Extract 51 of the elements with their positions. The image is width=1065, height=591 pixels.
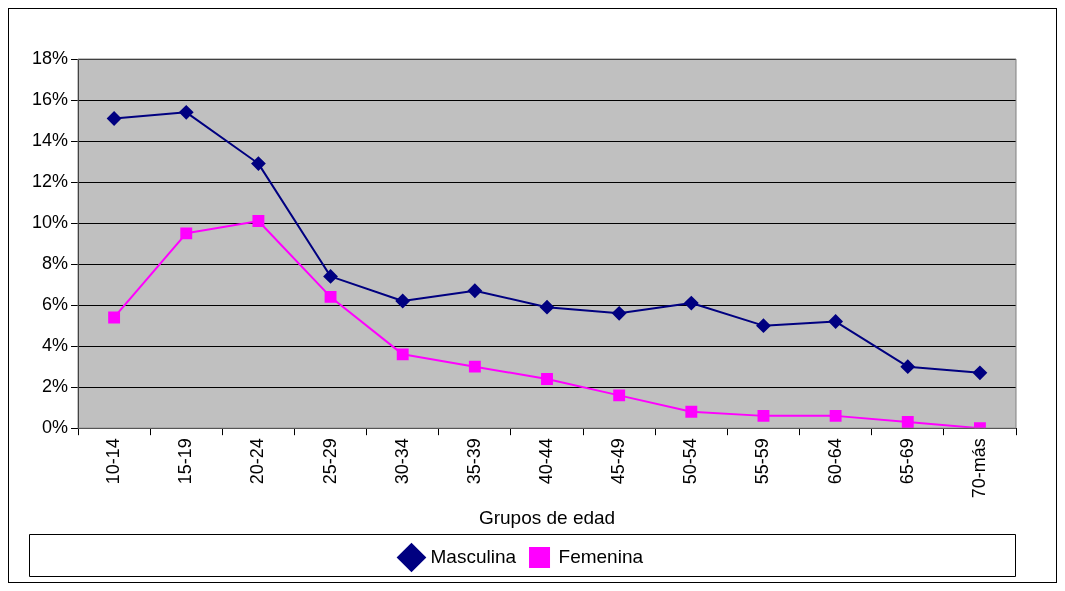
x-tick-label: 20-24 — [247, 438, 268, 485]
x-tick-label: 60-64 — [824, 438, 845, 485]
y-tick-label: 18% — [32, 47, 69, 68]
point — [180, 227, 193, 240]
point — [468, 360, 481, 373]
y-tick-label: 16% — [32, 88, 69, 109]
y-tick-label: 4% — [42, 335, 69, 356]
x-tick-label: 15-19 — [175, 438, 196, 485]
y-tick-label: 0% — [42, 417, 69, 438]
point — [612, 306, 627, 321]
point — [467, 283, 482, 298]
y-tick-label: 14% — [32, 130, 69, 151]
point — [179, 105, 194, 120]
point — [541, 373, 553, 385]
y-tick-label: 6% — [42, 294, 69, 315]
point — [251, 156, 266, 171]
point — [829, 409, 842, 422]
point — [900, 359, 915, 374]
x-axis-title: Grupos de edad — [478, 506, 616, 528]
x-tick-label: 10-14 — [103, 438, 124, 485]
point — [757, 409, 770, 422]
point — [540, 300, 555, 315]
point — [901, 416, 914, 428]
y-tick-label: 8% — [42, 253, 69, 274]
y-tick-label: 2% — [42, 376, 69, 397]
legend-label: Femenina — [558, 545, 644, 567]
point — [685, 405, 698, 418]
y-tick-label: 10% — [32, 212, 69, 233]
point — [108, 311, 121, 324]
x-tick-label: 55-59 — [752, 438, 773, 485]
point — [613, 389, 626, 402]
point — [828, 314, 843, 329]
point — [396, 348, 409, 361]
x-tick-label: 40-44 — [535, 438, 556, 485]
x-tick-label: 50-54 — [680, 438, 701, 485]
x-tick-label: 70-más — [968, 438, 989, 499]
x-tick-label: 45-49 — [608, 438, 629, 485]
point — [252, 215, 265, 227]
x-tick-label: 25-29 — [319, 438, 340, 485]
x-tick-label: 35-39 — [463, 438, 484, 485]
x-tick-label: 30-34 — [391, 438, 412, 485]
y-tick-label: 12% — [32, 171, 69, 192]
point — [324, 290, 337, 303]
point — [395, 294, 410, 309]
x-tick-label: 65-69 — [896, 438, 917, 485]
point — [972, 365, 987, 380]
legend-label: Masculina — [430, 545, 517, 567]
point — [684, 296, 699, 311]
point — [107, 111, 122, 126]
point — [756, 318, 771, 333]
point — [323, 269, 338, 284]
